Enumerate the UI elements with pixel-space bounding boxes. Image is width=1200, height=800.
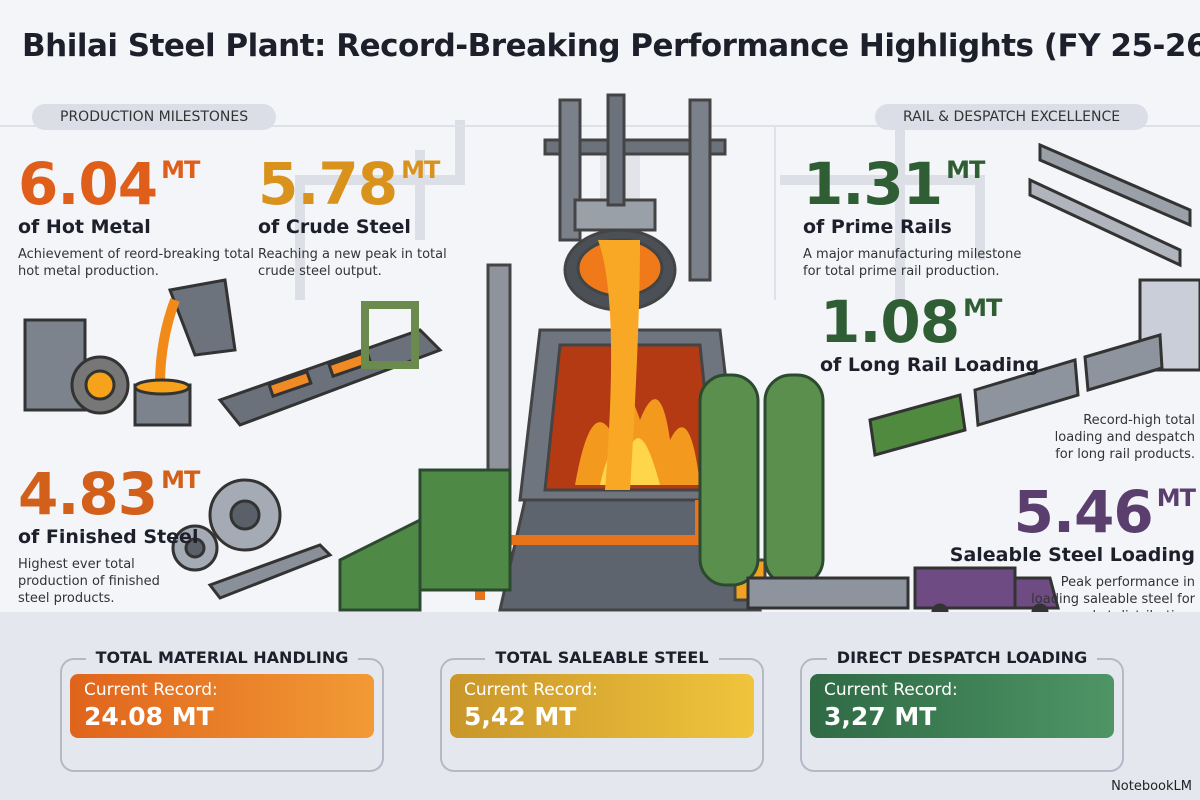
ladle-pour-shape: [133, 378, 191, 396]
stat-unit: MT: [161, 156, 200, 184]
stat-description: Achievement of reord-breaking total hot …: [18, 247, 254, 279]
card-caption: Current Record:: [84, 680, 218, 700]
truck-shape: [913, 566, 1017, 610]
ladle-pour-shape: [84, 369, 116, 401]
stat-unit: MT: [963, 294, 1002, 322]
rails-shape: [1038, 142, 1192, 228]
stat-label: of Hot Metal: [18, 216, 151, 238]
stat-label: of Prime Rails: [803, 216, 952, 238]
stat-unit: MT: [401, 156, 440, 184]
ladle-pour-shape: [155, 298, 180, 386]
conveyor: [217, 301, 443, 427]
stat-unit: MT: [161, 466, 200, 494]
stat-value: 4.83: [18, 460, 158, 528]
card-value: 5,42 MT: [464, 702, 577, 731]
stat-value: 5.78: [258, 150, 398, 218]
card-title: TOTAL SALEABLE STEEL: [485, 648, 719, 667]
ladle-pour: [23, 278, 237, 427]
stat-label: of Long Rail Loading: [820, 354, 1040, 376]
green-tanks: [338, 373, 825, 612]
card-record: Current Record: 24.08 MT: [70, 674, 374, 738]
card-caption: Current Record:: [464, 680, 598, 700]
card-caption: Current Record:: [824, 680, 958, 700]
stat-figure: 1.31 MT: [803, 140, 1033, 214]
stat-label: of Crude Steel: [258, 216, 411, 238]
stat: 1.31 MT of Prime Rails A major manufacturin…: [803, 140, 1033, 280]
card-value: 24.08 MT: [84, 702, 214, 731]
stat-description: A major manufacturing milestone for tota…: [803, 247, 1022, 279]
blast-furnace-shape: [606, 93, 626, 207]
stat-value: 1.08: [820, 288, 960, 356]
stat-description: Record-high total loading and despatch f…: [1054, 413, 1195, 462]
stat: 4.83 MT of Finished Steel Highest ever tota…: [18, 450, 200, 607]
stat-value: 5.46: [1013, 478, 1154, 546]
ladle-pour-shape: [167, 278, 237, 357]
card-title-wrap: TOTAL MATERIAL HANDLING: [62, 648, 382, 667]
blast-furnace-shape: [598, 240, 640, 490]
card-title-wrap: TOTAL SALEABLE STEEL: [442, 648, 762, 667]
green-tanks-shape: [698, 373, 760, 587]
train-shape: [868, 393, 967, 457]
stat-figure: 5.78 MT: [258, 140, 478, 214]
record-card: TOTAL SALEABLE STEEL Current Record: 5,42 …: [440, 648, 764, 772]
coils-shape: [184, 537, 206, 559]
train: [868, 278, 1200, 457]
card-record: Current Record: 3,27 MT: [810, 674, 1114, 738]
card-title: DIRECT DESPATCH LOADING: [826, 648, 1098, 667]
section-pill: PRODUCTION MILESTONES: [32, 104, 277, 130]
truck-shape: [1013, 576, 1060, 610]
stat-label: of Finished Steel: [18, 526, 199, 548]
coils-shape: [229, 499, 261, 531]
brand: NotebookLM: [1111, 779, 1192, 794]
blast-furnace-shape: [543, 138, 727, 156]
blast-furnace-shape: [688, 98, 712, 282]
stat-unit: MT: [1156, 484, 1196, 512]
coils: [171, 478, 333, 600]
stat-value: 1.31: [803, 150, 943, 218]
stat: 5.78 MT of Crude Steel Reaching a new peak …: [258, 140, 478, 280]
stat-label: Saleable Steel Loading: [949, 544, 1195, 566]
section-pill: RAIL & DESPATCH EXCELLENCE: [875, 104, 1149, 130]
record-card: DIRECT DESPATCH LOADING Current Record: 3,…: [800, 648, 1124, 772]
rails-shape: [1028, 177, 1182, 268]
green-tanks-shape: [763, 373, 825, 587]
stat-description: Highest ever total production of finishe…: [18, 557, 160, 606]
green-tanks-shape: [338, 517, 422, 612]
stat-value: 6.04: [18, 150, 158, 218]
card-title-wrap: DIRECT DESPATCH LOADING: [802, 648, 1122, 667]
stat-figure: 1.08 MT: [820, 278, 1195, 352]
green-tanks-shape: [418, 468, 512, 592]
stat-description: Reaching a new peak in total crude steel…: [258, 247, 447, 279]
coils-shape: [207, 543, 333, 600]
background-pipes-shape: [780, 175, 985, 260]
train-shape: [1083, 333, 1164, 392]
conveyor-shape: [217, 328, 443, 427]
stat-figure: 4.83 MT: [18, 450, 200, 524]
stat-figure: 5.46 MT: [905, 468, 1196, 542]
card-value: 3,27 MT: [824, 702, 937, 731]
rails: [1028, 142, 1192, 268]
background-pipes-shape: [295, 120, 465, 300]
train-shape: [973, 358, 1080, 427]
stat: 5.46 MT Saleable Steel Loading Peak perform…: [905, 468, 1196, 625]
title: Bhilai Steel Plant: Record-Breaking Perf…: [22, 28, 1200, 64]
stat-unit: MT: [946, 156, 985, 184]
record-card: TOTAL MATERIAL HANDLING Current Record: 24…: [60, 648, 384, 772]
card-title: TOTAL MATERIAL HANDLING: [85, 648, 359, 667]
card-record: Current Record: 5,42 MT: [450, 674, 754, 738]
truck-shape: [746, 576, 910, 610]
stat: 1.08 MT of Long Rail Loading Record-high to…: [820, 278, 1195, 463]
stat-figure: 6.04 MT: [18, 140, 258, 214]
conveyor-shape: [361, 301, 419, 369]
conveyor-shape: [267, 369, 313, 399]
stat: 6.04 MT of Hot Metal Achievement of reord-b…: [18, 140, 258, 280]
